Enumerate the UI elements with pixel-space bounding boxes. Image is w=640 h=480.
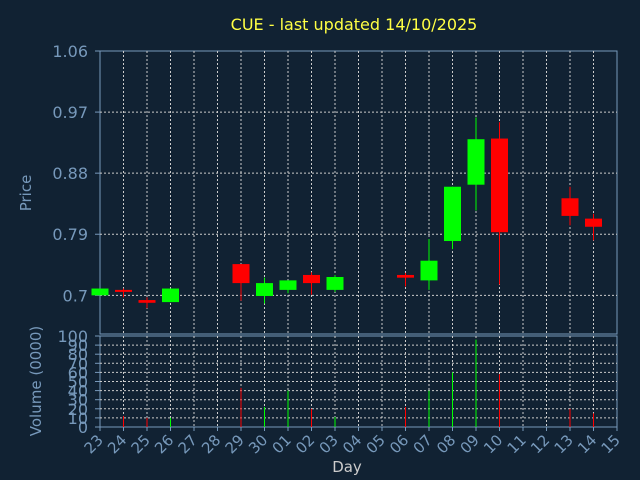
x-tick-label: 27 [175, 431, 201, 457]
candle-body [326, 276, 344, 290]
volume-ytick-label: 100 [57, 327, 88, 346]
price-ytick-label: 0.7 [63, 286, 88, 305]
x-tick-label: 25 [128, 431, 154, 457]
x-tick-label: 04 [339, 431, 365, 457]
volume-axis-label: Volume (0000) [27, 326, 45, 436]
x-tick-label: 03 [316, 431, 342, 457]
x-tick-label: 07 [410, 431, 436, 457]
candle-body [162, 288, 179, 303]
x-tick-label: 13 [551, 431, 577, 457]
candle-body [420, 260, 438, 281]
candle-body [279, 280, 297, 290]
price-ytick-label: 0.79 [52, 225, 88, 244]
candle-body [561, 198, 579, 216]
volume-ytick-label: 30 [68, 391, 88, 410]
candle [162, 288, 179, 303]
price-axis-label: Price [17, 175, 35, 212]
candle [444, 186, 461, 250]
candle-body [138, 300, 156, 303]
x-tick-label: 15 [598, 431, 624, 457]
candle [467, 117, 485, 211]
volume-ytick-label: 90 [68, 336, 88, 355]
volume-ytick-label: 0 [78, 418, 88, 437]
x-axis-ticks: 2324252627282930010203040506070809101112… [81, 427, 624, 457]
volume-ytick-label: 80 [68, 345, 88, 364]
candle-body [397, 274, 414, 278]
volume-ytick-label: 70 [68, 354, 88, 373]
x-tick-label: 09 [457, 431, 483, 457]
x-tick-label: 26 [151, 431, 177, 457]
candle-body [303, 274, 320, 284]
volume-ytick-label: 40 [68, 382, 88, 401]
x-tick-label: 01 [269, 431, 295, 457]
x-tick-label: 28 [198, 431, 224, 457]
price-panel: 0.7 0.79 0.88 0.97 1.06 [52, 42, 618, 335]
price-ytick-label: 0.88 [52, 164, 88, 183]
x-tick-label: 10 [480, 431, 506, 457]
candle-body [115, 289, 132, 292]
x-tick-label: 14 [574, 431, 600, 457]
x-tick-label: 24 [104, 431, 130, 457]
volume-ytick-label: 20 [68, 400, 88, 419]
candle [397, 272, 414, 287]
candle-body [585, 218, 602, 227]
x-tick-label: 29 [222, 431, 248, 457]
candle [561, 186, 579, 226]
candle [303, 272, 320, 295]
candle-body [467, 139, 485, 185]
x-tick-label: 02 [292, 431, 318, 457]
candle-body [491, 138, 508, 233]
candle [256, 277, 273, 304]
volume-ytick-label: 10 [68, 409, 88, 428]
x-tick-label: 11 [504, 431, 530, 457]
volume-ytick-label: 60 [68, 363, 88, 382]
x-tick-label: 06 [386, 431, 412, 457]
candle [420, 238, 438, 290]
x-tick-label: 12 [527, 431, 553, 457]
chart-title: CUE - last updated 14/10/2025 [231, 15, 478, 34]
candle [326, 274, 344, 292]
candle [585, 213, 602, 241]
candle-body [256, 283, 273, 296]
candle-body [444, 186, 461, 242]
x-axis-label: Day [332, 458, 362, 476]
price-ytick-label: 1.06 [52, 42, 88, 61]
candle [232, 264, 250, 301]
x-tick-label: 30 [245, 431, 271, 457]
candle [491, 122, 508, 285]
candle-body [232, 264, 250, 284]
candle [279, 280, 297, 294]
x-tick-label: 05 [363, 431, 389, 457]
volume-ytick-label: 50 [68, 373, 88, 392]
x-tick-label: 08 [433, 431, 459, 457]
price-ytick-label: 0.97 [52, 103, 88, 122]
candle-body [91, 288, 109, 296]
candle [115, 288, 132, 298]
candle [138, 297, 156, 309]
candle [91, 288, 109, 296]
